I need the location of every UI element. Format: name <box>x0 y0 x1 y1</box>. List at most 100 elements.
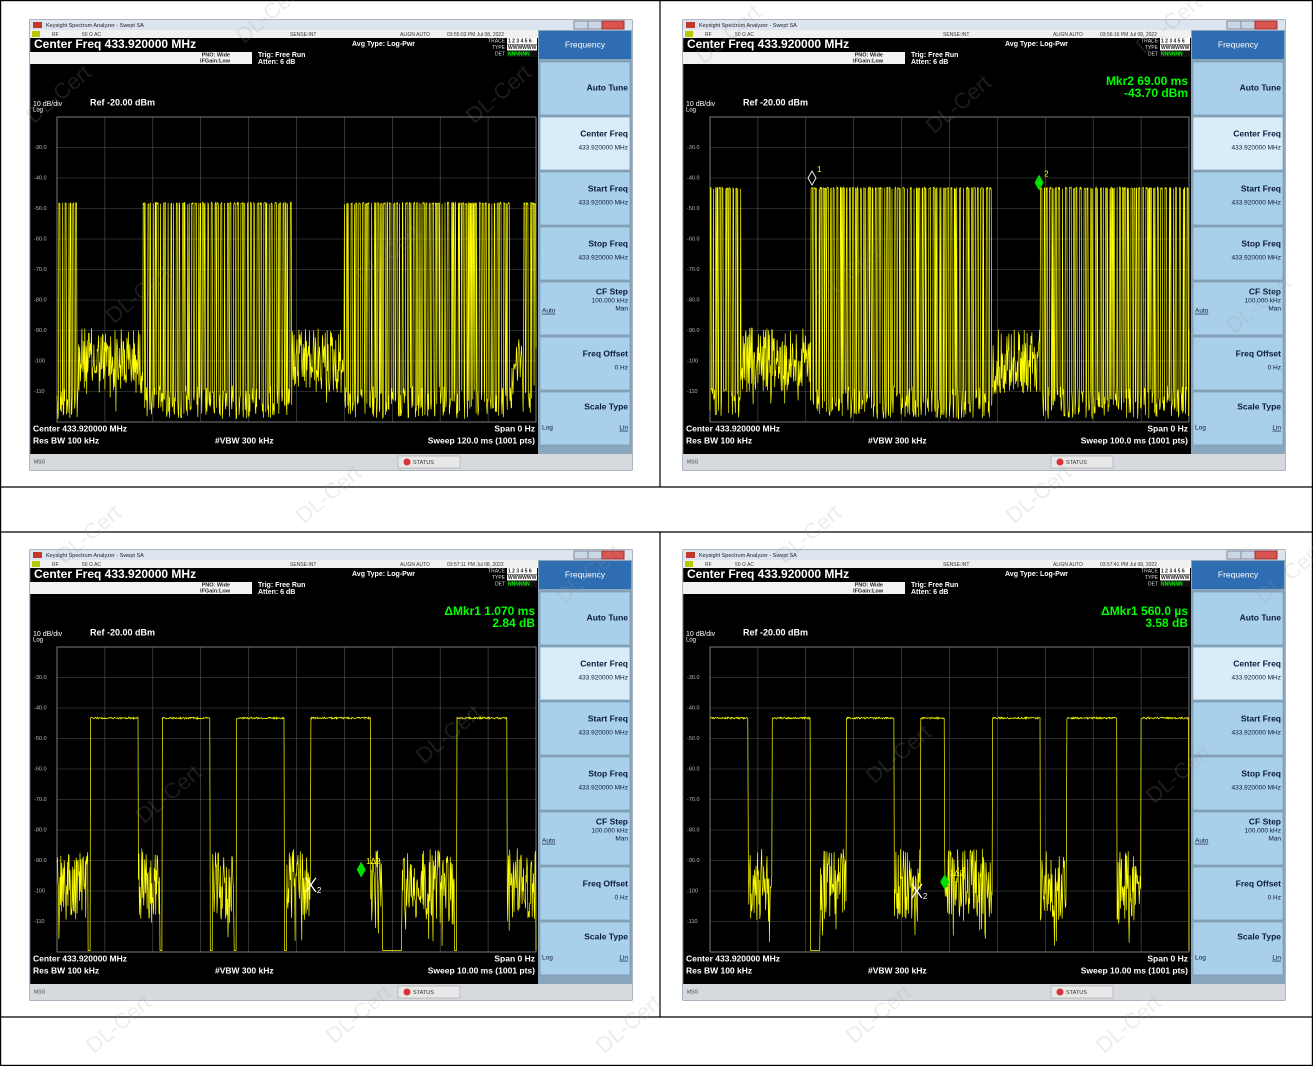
window-close <box>1255 551 1277 559</box>
y-label: -110 <box>687 919 698 925</box>
softkey-value: 433.920000 MHz <box>1231 145 1281 152</box>
window-close <box>602 21 624 29</box>
message-bar <box>683 984 1285 1000</box>
softkey-button[interactable] <box>1193 647 1283 700</box>
softkey-button[interactable] <box>540 392 630 445</box>
softkey-button[interactable] <box>1193 392 1283 445</box>
y-label: -90.0 <box>34 858 47 864</box>
softkey-button[interactable] <box>540 227 630 280</box>
window-maximize <box>1241 551 1255 559</box>
softkey-title: CF Step <box>596 816 628 826</box>
softkey-button[interactable] <box>1193 227 1283 280</box>
softkey-option: Man <box>615 306 628 313</box>
y-label: -60.0 <box>34 236 47 242</box>
atten: Atten: 6 dB <box>911 59 948 66</box>
marker-label: 2 <box>1044 170 1049 179</box>
softkey-button[interactable] <box>1193 702 1283 755</box>
avg-type: Avg Type: Log-Pwr <box>352 571 415 578</box>
y-label: -30.0 <box>34 675 47 681</box>
softkey-title: Scale Type <box>1237 931 1281 941</box>
footer-rbw: Res BW 100 kHz <box>33 435 99 445</box>
softkey-button[interactable] <box>1193 922 1283 975</box>
window-minimize <box>1227 551 1241 559</box>
softkey-button[interactable] <box>540 117 630 170</box>
y-label: -90.0 <box>687 858 700 864</box>
softkey-title: Auto Tune <box>1240 82 1282 92</box>
footer-vbw: #VBW 300 kHz <box>868 965 927 975</box>
trace-row-value: WWWWWW <box>508 575 537 581</box>
trace-row-value: NNNNNN <box>1161 581 1183 587</box>
footer-rbw: Res BW 100 kHz <box>686 965 752 975</box>
avg-type: Avg Type: Log-Pwr <box>352 41 415 48</box>
softkey-header-label: Frequency <box>1218 569 1259 579</box>
softkey-button[interactable] <box>1193 867 1283 920</box>
status-item: SENSE:INT <box>290 562 316 568</box>
softkey-button[interactable] <box>540 757 630 810</box>
trace-row-label: DET <box>1148 581 1158 587</box>
softkey-value: 100.000 kHz <box>592 828 629 835</box>
trace-row-label: TRACE <box>488 38 506 44</box>
softkey-title: Scale Type <box>584 401 628 411</box>
trace-row-value: WWWWWW <box>1161 45 1190 51</box>
status-item: 03:57:11 PM Jul 08, 2022 <box>447 562 504 568</box>
softkey-button[interactable] <box>540 337 630 390</box>
footer-vbw: #VBW 300 kHz <box>868 435 927 445</box>
softkey-option: Lin <box>1272 425 1281 432</box>
footer-rbw: Res BW 100 kHz <box>686 435 752 445</box>
trace-row-label: TYPE <box>492 45 506 51</box>
trace-row-value: 1 2 3 4 5 6 <box>508 568 532 574</box>
footer-span: Span 0 Hz <box>1147 423 1188 433</box>
window-title: Keysight Spectrum Analyzer - Swept SA <box>46 23 144 29</box>
status-item: 03:55:03 PM Jul 08, 2022 <box>447 32 504 38</box>
y-label: -40.0 <box>34 705 47 711</box>
softkey-button[interactable] <box>1193 337 1283 390</box>
document: Keysight Spectrum Analyzer - Swept SARF5… <box>0 0 1313 1066</box>
softkey-title: Auto Tune <box>587 82 629 92</box>
softkey-title: Start Freq <box>588 713 628 723</box>
softkey-button[interactable] <box>540 172 630 225</box>
y-label: -30.0 <box>34 145 47 151</box>
trig: Trig: Free Run <box>911 52 958 59</box>
center-freq-heading: Center Freq 433.920000 MHz <box>687 567 849 581</box>
softkey-button[interactable] <box>540 867 630 920</box>
softkey-value: 0 Hz <box>615 895 628 902</box>
softkey-value: 433.920000 MHz <box>578 255 628 262</box>
trace-row-value: NNNNNN <box>1161 51 1183 57</box>
message-bar <box>30 984 632 1000</box>
softkey-title: Stop Freq <box>1241 238 1281 248</box>
status-label: STATUS <box>1066 990 1087 996</box>
lxi-icon <box>32 561 40 567</box>
y-label: -30.0 <box>687 675 700 681</box>
softkey-option: Man <box>1268 836 1281 843</box>
y-label: -80.0 <box>34 297 47 303</box>
softkey-option: Auto <box>542 308 556 315</box>
softkey-value: 433.920000 MHz <box>578 145 628 152</box>
softkey-button[interactable] <box>1193 117 1283 170</box>
status-label: STATUS <box>413 990 434 996</box>
softkey-option: Log <box>1195 955 1206 962</box>
marker-label: 1Δ2 <box>366 857 381 866</box>
atten: Atten: 6 dB <box>911 589 948 596</box>
y-label: -110 <box>34 389 45 395</box>
app-icon <box>33 22 42 28</box>
message-label: MSG <box>34 459 46 465</box>
softkey-value: 433.920000 MHz <box>1231 255 1281 262</box>
softkey-button[interactable] <box>540 702 630 755</box>
softkey-header-label: Frequency <box>565 39 606 49</box>
y-label: -80.0 <box>687 297 700 303</box>
softkey-title: Center Freq <box>580 128 628 138</box>
y-label: -70.0 <box>687 797 700 803</box>
y-label: -40.0 <box>687 175 700 181</box>
footer-vbw: #VBW 300 kHz <box>215 965 274 975</box>
softkey-button[interactable] <box>540 647 630 700</box>
softkey-value: 0 Hz <box>1268 365 1281 372</box>
softkey-title: Center Freq <box>580 658 628 668</box>
ifgain: IFGain:Low <box>200 58 231 64</box>
softkey-option: Man <box>615 836 628 843</box>
softkey-button[interactable] <box>1193 172 1283 225</box>
atten: Atten: 6 dB <box>258 589 295 596</box>
app-icon <box>33 552 42 558</box>
y-label: -110 <box>34 919 45 925</box>
y-label: -50.0 <box>34 736 47 742</box>
softkey-button[interactable] <box>540 922 630 975</box>
